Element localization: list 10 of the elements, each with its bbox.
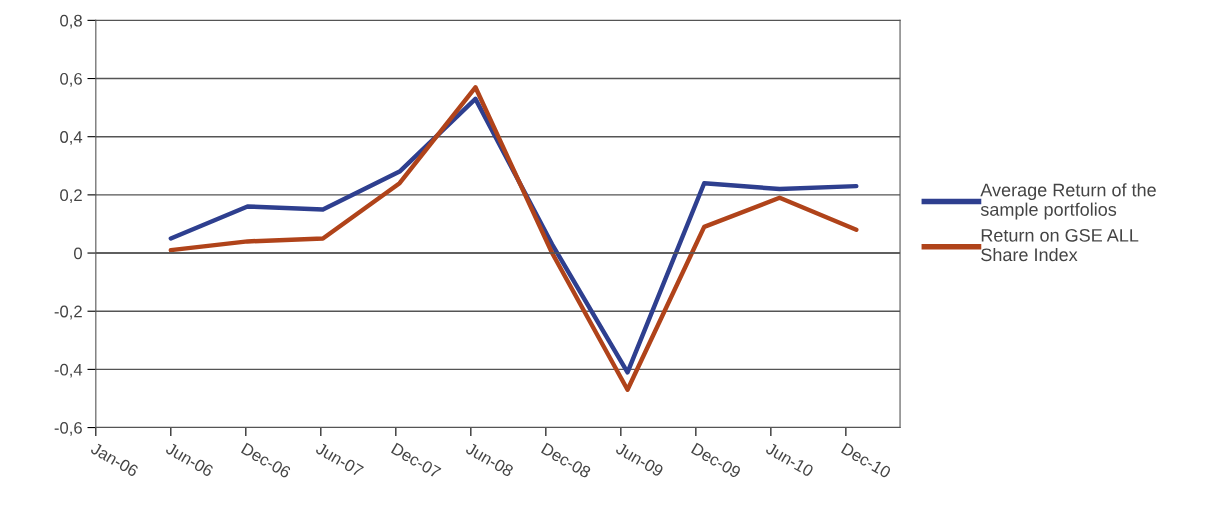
y-tick-label: -0,2 (54, 305, 82, 320)
y-tick-label: 0,6 (60, 72, 82, 87)
y-tick-label: 0,2 (60, 189, 82, 204)
y-tick-label: 0,8 (60, 14, 82, 29)
y-tick-label: 0 (74, 247, 82, 260)
y-tick-label: 0,4 (60, 131, 83, 145)
y-tick-label: -0,6 (54, 421, 82, 436)
legend-label: Return on GSE ALL Share Index (981, 228, 1139, 262)
legend-label: Average Return of the sample portfolios (980, 183, 1156, 220)
y-tick-label: -0,4 (54, 363, 83, 378)
